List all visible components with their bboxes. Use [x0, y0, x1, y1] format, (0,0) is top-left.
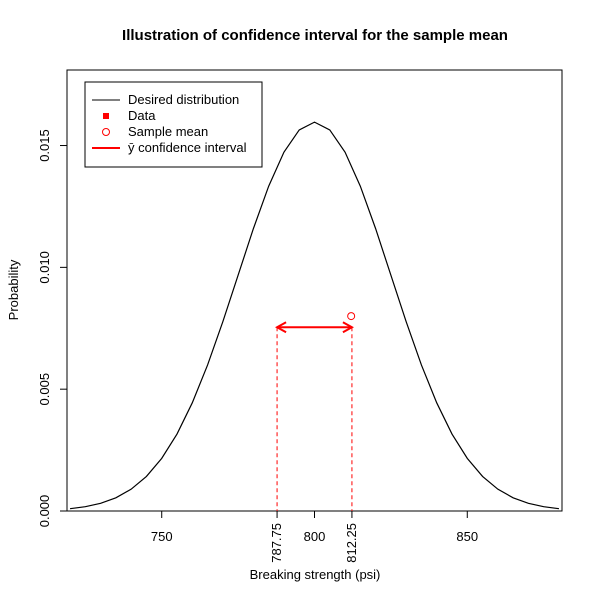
legend-swatch	[102, 128, 110, 136]
legend-box	[84, 81, 263, 168]
y-axis-label: Probability	[6, 259, 21, 320]
y-tick-label: 0.010	[37, 251, 52, 284]
x-tick-label: 787.75	[269, 523, 284, 563]
legend-label: Sample mean	[128, 124, 208, 139]
density-curve	[69, 121, 560, 510]
legend-label: Desired distribution	[128, 92, 239, 107]
y-tick-label: 0.005	[37, 373, 52, 406]
arrow-head	[275, 321, 287, 334]
x-tick-label: 800	[304, 529, 326, 544]
legend-swatch	[103, 113, 109, 119]
legend-label: Data	[128, 108, 156, 123]
y-tick-label: 0.000	[37, 495, 52, 528]
x-axis-label: Breaking strength (psi)	[250, 567, 381, 582]
x-tick-label: 850	[456, 529, 478, 544]
x-tick-label: 750	[151, 529, 173, 544]
sample-mean	[347, 312, 356, 321]
chart-title: Illustration of confidence interval for …	[122, 27, 508, 44]
legend-label: ȳ confidence interval	[128, 140, 247, 155]
x-tick-label: 812.25	[344, 523, 359, 563]
arrow-head	[342, 321, 354, 334]
y-tick-label: 0.015	[37, 129, 52, 162]
